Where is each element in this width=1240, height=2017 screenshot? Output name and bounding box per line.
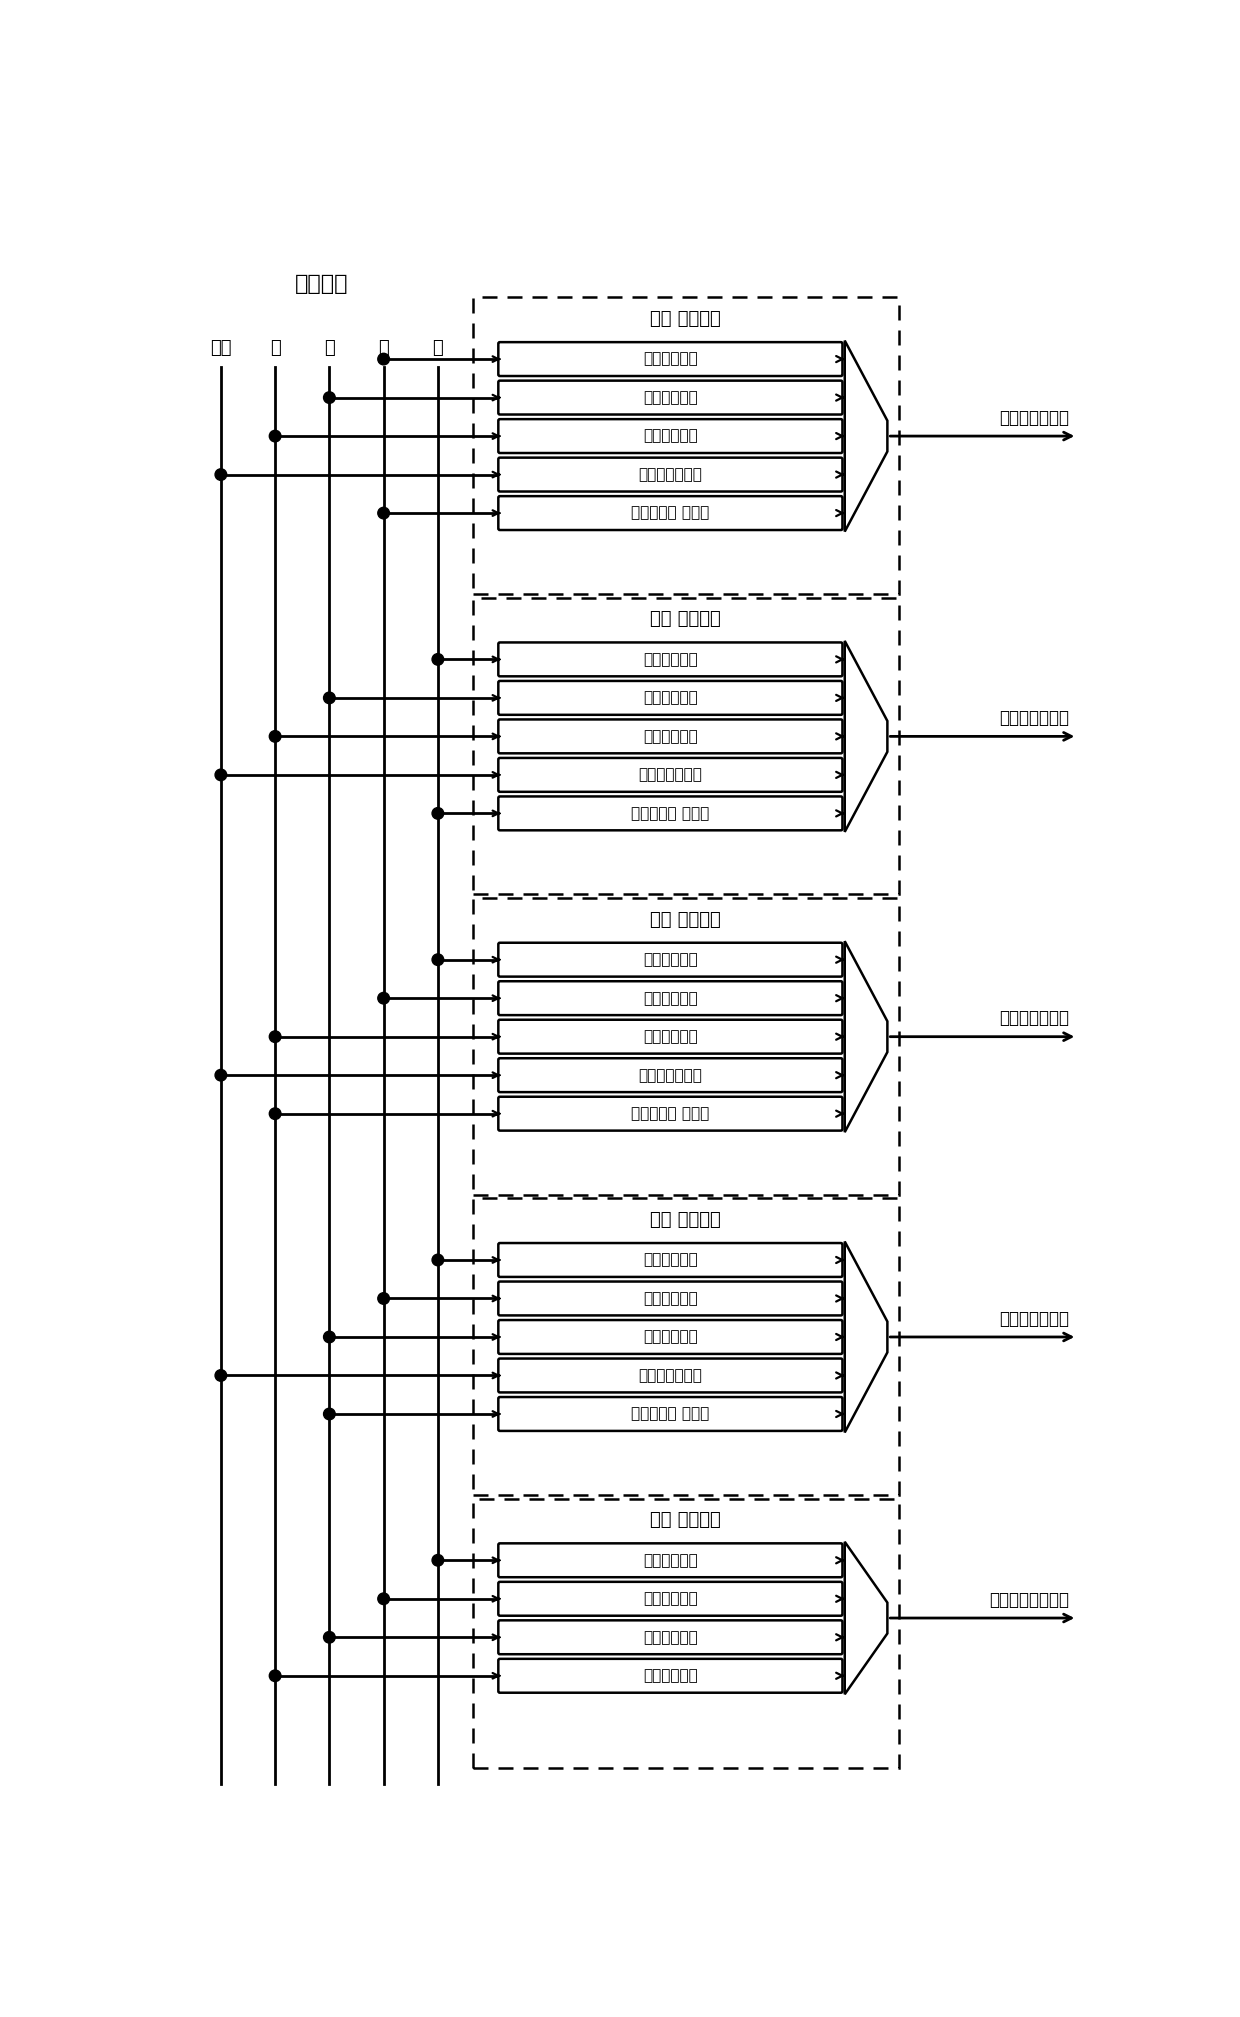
Text: 左: 左 (324, 339, 335, 357)
FancyBboxPatch shape (498, 1021, 842, 1053)
Circle shape (378, 1593, 389, 1606)
Text: 缓存（下入）: 缓存（下入） (644, 1291, 698, 1305)
Polygon shape (844, 1242, 888, 1432)
FancyBboxPatch shape (498, 682, 842, 714)
Circle shape (215, 1370, 227, 1382)
Circle shape (324, 692, 335, 704)
Text: 数据输出（上）: 数据输出（上） (999, 409, 1069, 428)
Circle shape (215, 468, 227, 480)
FancyBboxPatch shape (498, 643, 842, 676)
Circle shape (269, 430, 281, 442)
Circle shape (378, 508, 389, 518)
Text: 缓存（左入）: 缓存（左入） (644, 389, 698, 405)
Circle shape (269, 1031, 281, 1043)
Text: 缓存（上入）: 缓存（上入） (644, 1253, 698, 1267)
FancyBboxPatch shape (498, 420, 842, 454)
FancyBboxPatch shape (498, 1319, 842, 1353)
Text: 缓存（上入 直行）: 缓存（上入 直行） (631, 807, 709, 821)
FancyBboxPatch shape (498, 1097, 842, 1132)
Text: 缓存（上入）: 缓存（上入） (644, 952, 698, 968)
FancyBboxPatch shape (498, 720, 842, 752)
Text: 缓存（右入）: 缓存（右入） (644, 1668, 698, 1684)
Circle shape (378, 353, 389, 365)
Text: 本地: 本地 (210, 339, 232, 357)
Polygon shape (844, 641, 888, 831)
Text: 右方 输出通道: 右方 输出通道 (651, 1210, 722, 1228)
Text: 右: 右 (270, 339, 280, 357)
FancyBboxPatch shape (498, 1281, 842, 1315)
Text: 缓存（右入 直行）: 缓存（右入 直行） (631, 1105, 709, 1121)
Circle shape (324, 1408, 335, 1420)
FancyBboxPatch shape (498, 797, 842, 831)
Circle shape (269, 1670, 281, 1682)
Polygon shape (844, 1541, 888, 1694)
Circle shape (432, 1255, 444, 1267)
Text: 缓存（左入 直行）: 缓存（左入 直行） (631, 1406, 709, 1422)
FancyBboxPatch shape (498, 1359, 842, 1392)
FancyBboxPatch shape (498, 496, 842, 530)
FancyBboxPatch shape (498, 1059, 842, 1091)
Polygon shape (844, 341, 888, 532)
FancyBboxPatch shape (498, 381, 842, 416)
FancyBboxPatch shape (498, 758, 842, 793)
Text: 缓存（右入）: 缓存（右入） (644, 428, 698, 444)
Text: 数据输出（右）: 数据输出（右） (999, 1309, 1069, 1327)
Text: 下: 下 (378, 339, 389, 357)
Text: 缓存（本地入）: 缓存（本地入） (639, 766, 702, 783)
Text: 左方 输出通道: 左方 输出通道 (651, 910, 722, 928)
Circle shape (324, 1331, 335, 1343)
Text: 缓存（左入）: 缓存（左入） (644, 1329, 698, 1345)
FancyBboxPatch shape (498, 942, 842, 976)
Text: 缓存（右入）: 缓存（右入） (644, 1029, 698, 1045)
Circle shape (432, 807, 444, 819)
Circle shape (269, 1107, 281, 1119)
Circle shape (432, 1555, 444, 1565)
Circle shape (215, 1069, 227, 1081)
Text: 缓存（下入 直行）: 缓存（下入 直行） (631, 506, 709, 520)
Circle shape (378, 1293, 389, 1305)
Text: 缓存（本地入）: 缓存（本地入） (639, 1368, 702, 1384)
Polygon shape (844, 942, 888, 1132)
Text: 缓存（下入）: 缓存（下入） (644, 351, 698, 367)
Text: 缓存（上入）: 缓存（上入） (644, 1553, 698, 1567)
FancyBboxPatch shape (498, 1658, 842, 1692)
FancyBboxPatch shape (498, 1543, 842, 1577)
Text: 下方 输出通道: 下方 输出通道 (651, 611, 722, 629)
FancyBboxPatch shape (498, 458, 842, 492)
FancyBboxPatch shape (498, 1581, 842, 1616)
Circle shape (378, 992, 389, 1004)
Text: 缓存（本地入）: 缓存（本地入） (639, 1067, 702, 1083)
Text: 缓存（上入）: 缓存（上入） (644, 651, 698, 668)
Text: 上: 上 (433, 339, 443, 357)
Circle shape (432, 654, 444, 666)
Circle shape (269, 730, 281, 742)
Text: 数据输出（本地）: 数据输出（本地） (990, 1591, 1069, 1610)
Text: 缓存（右入）: 缓存（右入） (644, 728, 698, 744)
Text: 缓存（本地入）: 缓存（本地入） (639, 468, 702, 482)
Text: 缓存（左入）: 缓存（左入） (644, 690, 698, 706)
Text: 缓存（下入）: 缓存（下入） (644, 990, 698, 1006)
Text: 数据输入: 数据输入 (295, 274, 348, 294)
Circle shape (324, 391, 335, 403)
Circle shape (324, 1632, 335, 1644)
Circle shape (432, 954, 444, 966)
FancyBboxPatch shape (498, 980, 842, 1015)
Text: 上方 输出通道: 上方 输出通道 (651, 311, 722, 329)
Circle shape (215, 768, 227, 781)
FancyBboxPatch shape (498, 343, 842, 375)
Text: 数据输出（下）: 数据输出（下） (999, 710, 1069, 728)
Text: 缓存（左入）: 缓存（左入） (644, 1630, 698, 1644)
Text: 本地 输出通道: 本地 输出通道 (651, 1511, 722, 1529)
FancyBboxPatch shape (498, 1242, 842, 1277)
Text: 数据输出（左）: 数据输出（左） (999, 1008, 1069, 1027)
Text: 缓存（下入）: 缓存（下入） (644, 1591, 698, 1606)
FancyBboxPatch shape (498, 1620, 842, 1654)
FancyBboxPatch shape (498, 1398, 842, 1430)
